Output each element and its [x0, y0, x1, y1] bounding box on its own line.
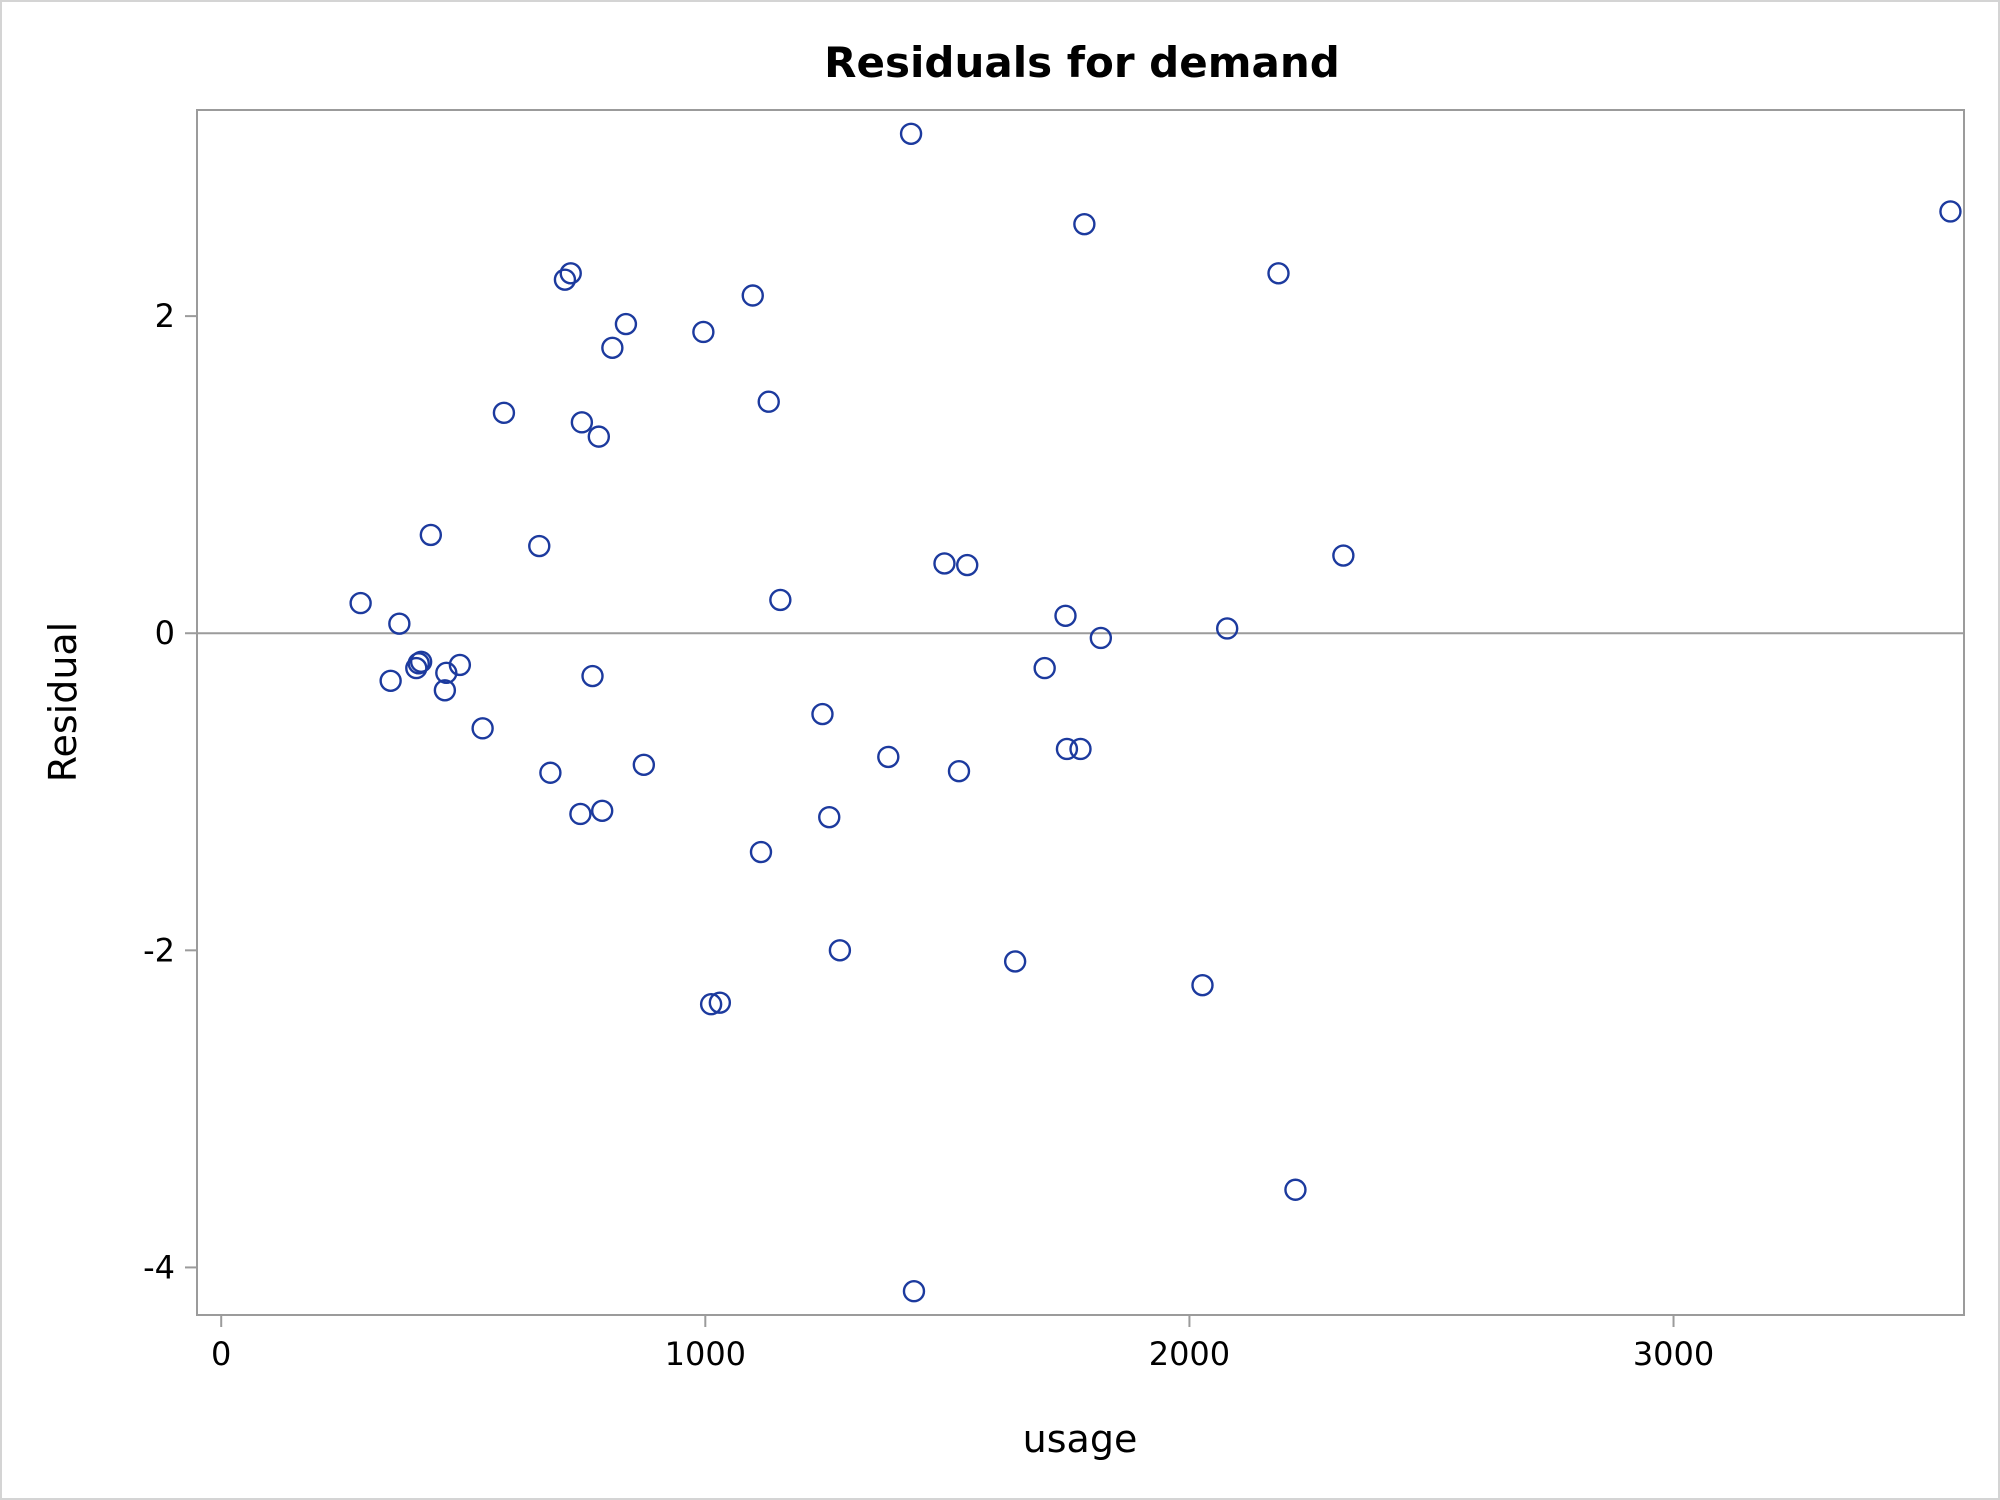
data-point — [471, 717, 494, 740]
data-point — [448, 653, 472, 677]
data-point — [1284, 1178, 1307, 1201]
data-point — [1033, 656, 1056, 680]
y-axis-label: Residual — [41, 622, 85, 782]
x-tick-label: 3000 — [1633, 1335, 1714, 1373]
data-point — [899, 122, 923, 145]
data-point — [749, 840, 773, 864]
data-point — [1191, 974, 1214, 997]
data-point — [1215, 617, 1239, 640]
data-point — [1332, 544, 1355, 567]
data-point — [1055, 737, 1079, 761]
data-point — [757, 390, 780, 413]
data-point — [559, 262, 582, 285]
data-point — [492, 401, 516, 425]
x-tick-label: 1000 — [665, 1335, 746, 1373]
data-point — [1073, 212, 1096, 236]
data-point — [1267, 262, 1290, 285]
data-point — [601, 336, 624, 360]
data-point — [528, 534, 551, 558]
data-point — [692, 320, 715, 344]
data-point — [379, 669, 402, 692]
data-point — [877, 745, 900, 769]
data-point — [1003, 950, 1027, 973]
data-point — [1069, 737, 1092, 761]
data-point — [553, 268, 577, 291]
y-tick-label: 0 — [155, 614, 175, 652]
x-axis-label: usage — [1023, 1417, 1138, 1461]
y-axis: -4 -2 0 2 — [143, 297, 197, 1286]
data-point — [407, 652, 430, 675]
data-point — [409, 650, 433, 673]
y-tick-label: -2 — [143, 931, 175, 969]
data-point — [828, 939, 852, 962]
data-point — [539, 761, 562, 784]
data-point — [581, 664, 604, 688]
chart-title: Residuals for demand — [824, 38, 1340, 87]
data-point — [699, 993, 723, 1016]
data-point — [569, 802, 592, 826]
data-point — [1054, 604, 1077, 627]
data-point — [708, 991, 732, 1014]
data-point — [1939, 200, 1962, 223]
data-point — [419, 523, 443, 547]
data-point — [349, 591, 372, 615]
y-tick-label: 2 — [155, 297, 175, 335]
data-point — [933, 552, 956, 575]
data-point — [435, 661, 458, 685]
data-points — [349, 122, 1962, 1303]
data-point — [956, 553, 979, 577]
data-point — [632, 753, 656, 777]
data-point — [947, 759, 971, 783]
data-point — [1089, 626, 1113, 650]
data-point — [769, 588, 792, 612]
data-point — [741, 284, 764, 307]
data-point — [614, 312, 638, 336]
x-tick-label: 0 — [211, 1335, 231, 1373]
data-point — [902, 1280, 926, 1303]
y-tick-label: -4 — [143, 1248, 175, 1286]
plot-area — [196, 109, 1965, 1316]
data-point — [570, 411, 594, 434]
data-point — [587, 425, 611, 448]
data-point — [811, 702, 834, 726]
data-point — [818, 805, 841, 829]
data-point — [590, 799, 614, 823]
data-point — [433, 679, 457, 702]
data-point — [388, 612, 411, 635]
x-axis: 0 1000 2000 3000 — [211, 1315, 1714, 1373]
x-tick-label: 2000 — [1149, 1335, 1230, 1373]
